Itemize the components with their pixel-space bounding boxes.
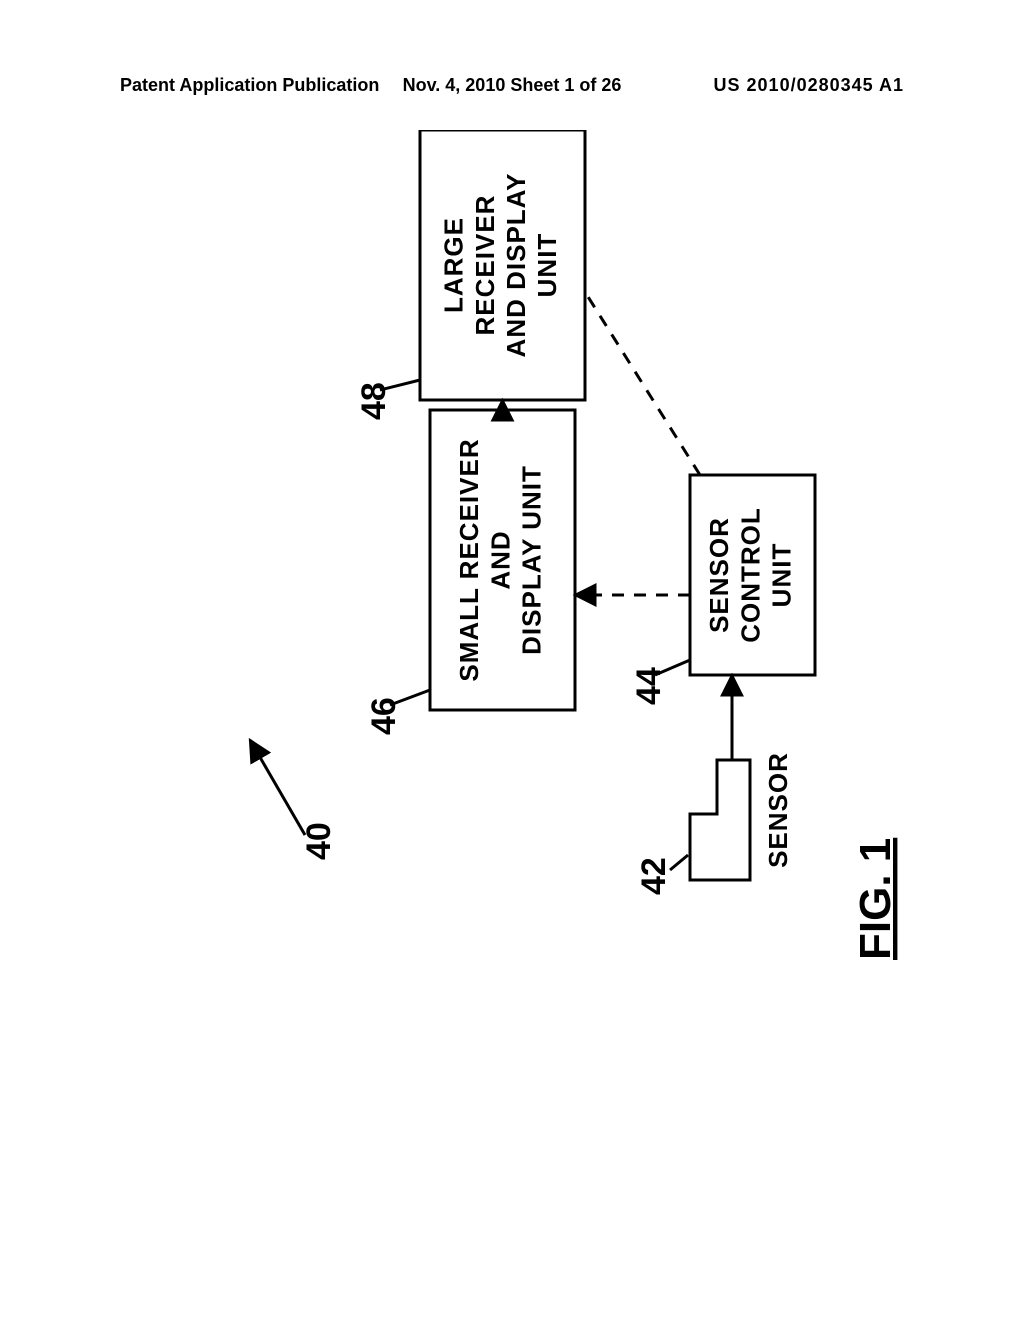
sensor-block: SENSOR 42 [635, 752, 793, 895]
sensor-label: SENSOR [763, 752, 793, 868]
large-receiver-block: LARGE RECEIVER AND DISPLAY UNIT 48 [355, 130, 585, 420]
figure-canvas: 40 SENSOR 42 SENSOR CONTROL UNIT 44 [60, 130, 960, 1030]
lrd-line1: LARGE [439, 217, 469, 313]
ref-40-label: 40 [300, 822, 338, 860]
diagram-root: 40 SENSOR 42 SENSOR CONTROL UNIT 44 [250, 130, 900, 960]
header-center: Nov. 4, 2010 Sheet 1 of 26 [403, 75, 622, 96]
scu-line2: CONTROL [735, 507, 765, 643]
diagram-svg: 40 SENSOR 42 SENSOR CONTROL UNIT 44 [60, 130, 960, 1030]
scu-line1: SENSOR [704, 517, 734, 633]
page-header: Patent Application Publication Nov. 4, 2… [0, 75, 1024, 96]
lrd-line4: UNIT [532, 233, 562, 298]
ref-40: 40 [250, 740, 338, 860]
small-receiver-block: SMALL RECEIVER AND DISPLAY UNIT 46 [365, 410, 575, 735]
lrd-line3: AND DISPLAY [501, 173, 531, 358]
conn-scu-to-lrd [585, 292, 700, 475]
srd-line3: DISPLAY UNIT [517, 465, 547, 655]
sensor-ref: 42 [635, 857, 673, 895]
scu-line3: UNIT [767, 543, 797, 608]
lrd-line2: RECEIVER [470, 195, 500, 336]
srd-line2: AND [485, 530, 515, 589]
srd-line1: SMALL RECEIVER [454, 438, 484, 681]
figure-label: FIG. 1 [851, 838, 900, 960]
header-left: Patent Application Publication [120, 75, 379, 96]
sensor-control-block: SENSOR CONTROL UNIT 44 [630, 475, 815, 705]
header-right: US 2010/0280345 A1 [714, 75, 904, 96]
